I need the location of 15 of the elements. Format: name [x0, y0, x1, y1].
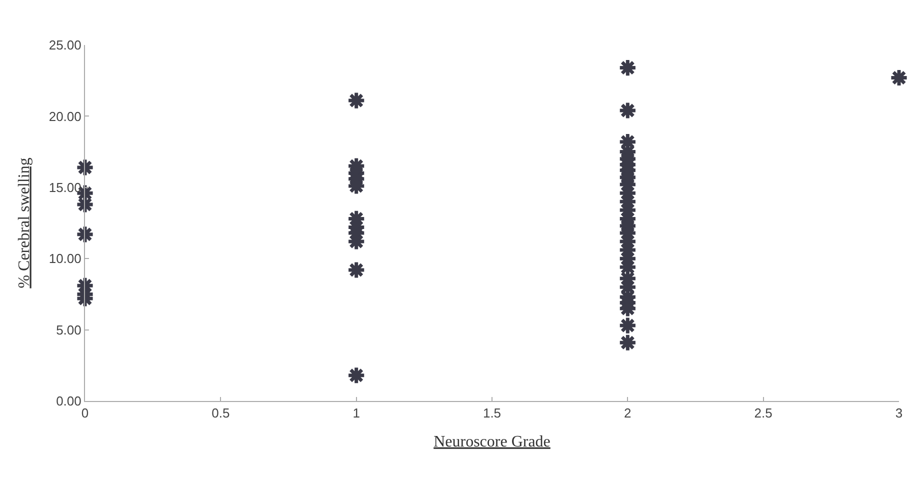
y-tick-label: 25.00 — [48, 38, 82, 53]
x-tick-label: 1 — [352, 406, 360, 421]
y-axis-title: % Cerebral swelling — [16, 158, 33, 288]
x-tick-label: 0.5 — [212, 406, 230, 421]
y-tick-label: 15.00 — [48, 180, 82, 195]
x-tick-label: 2 — [624, 406, 632, 421]
y-tick-label: 10.00 — [48, 251, 82, 266]
x-tick-label: 0 — [81, 406, 89, 421]
y-tick-label: 0.00 — [56, 394, 82, 409]
y-tick-label: 20.00 — [48, 108, 82, 124]
x-axis-title: Neuroscore Grade — [434, 433, 550, 450]
x-tick-label: 3 — [895, 406, 903, 421]
x-tick-label: 2.5 — [754, 406, 772, 421]
x-tick-label: 1.5 — [482, 406, 502, 421]
y-tick-label: 5.00 — [56, 322, 82, 338]
